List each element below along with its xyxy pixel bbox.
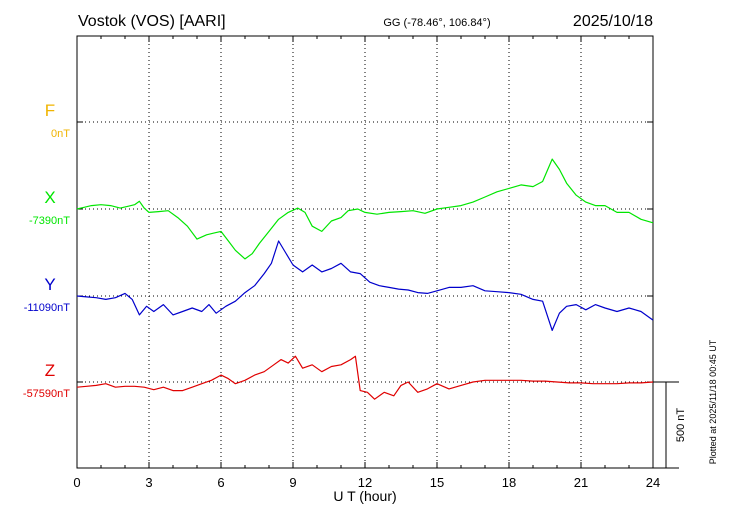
x-tick-label: 3: [145, 475, 152, 490]
scale-bar-label: 500 nT: [675, 408, 687, 443]
x-tick-label: 24: [646, 475, 660, 490]
date-label: 2025/10/18: [573, 13, 653, 30]
trace-z: [76, 355, 654, 400]
trace-y: [76, 240, 654, 331]
series-name-z: Z: [45, 361, 55, 380]
series-labels: F 0nT X -7390nT Y -11090nT Z -57590nT: [23, 101, 70, 400]
plotted-at-note: Plotted at 2025/11/18 00:45 UT: [708, 339, 718, 464]
x-tick-label: 0: [73, 475, 80, 490]
station-title: Vostok (VOS) [AARI]: [78, 13, 226, 30]
traces: [76, 158, 654, 400]
series-name-y: Y: [44, 275, 55, 294]
scale-bar: 500 nT: [653, 381, 687, 469]
series-baseline-f: 0nT: [51, 128, 70, 140]
x-tick-label: 6: [217, 475, 224, 490]
x-tick-label: 15: [430, 475, 444, 490]
x-tick-label: 18: [502, 475, 516, 490]
x-axis-label: U T (hour): [333, 488, 396, 504]
trace-x: [76, 158, 654, 260]
coordinates-label: GG (-78.46°, 106.84°): [383, 17, 490, 29]
x-tick-labels: 0 3 6 9 12 15 18 21 24: [73, 475, 660, 490]
grid-lines: [77, 36, 653, 468]
series-baseline-z: -57590nT: [23, 388, 70, 400]
series-baseline-x: -7390nT: [29, 215, 70, 227]
series-baseline-y: -11090nT: [24, 302, 71, 314]
x-tick-label: 12: [358, 475, 372, 490]
x-tick-label: 9: [289, 475, 296, 490]
x-tick-label: 21: [574, 475, 588, 490]
series-name-f: F: [45, 101, 55, 120]
series-name-x: X: [44, 188, 55, 207]
